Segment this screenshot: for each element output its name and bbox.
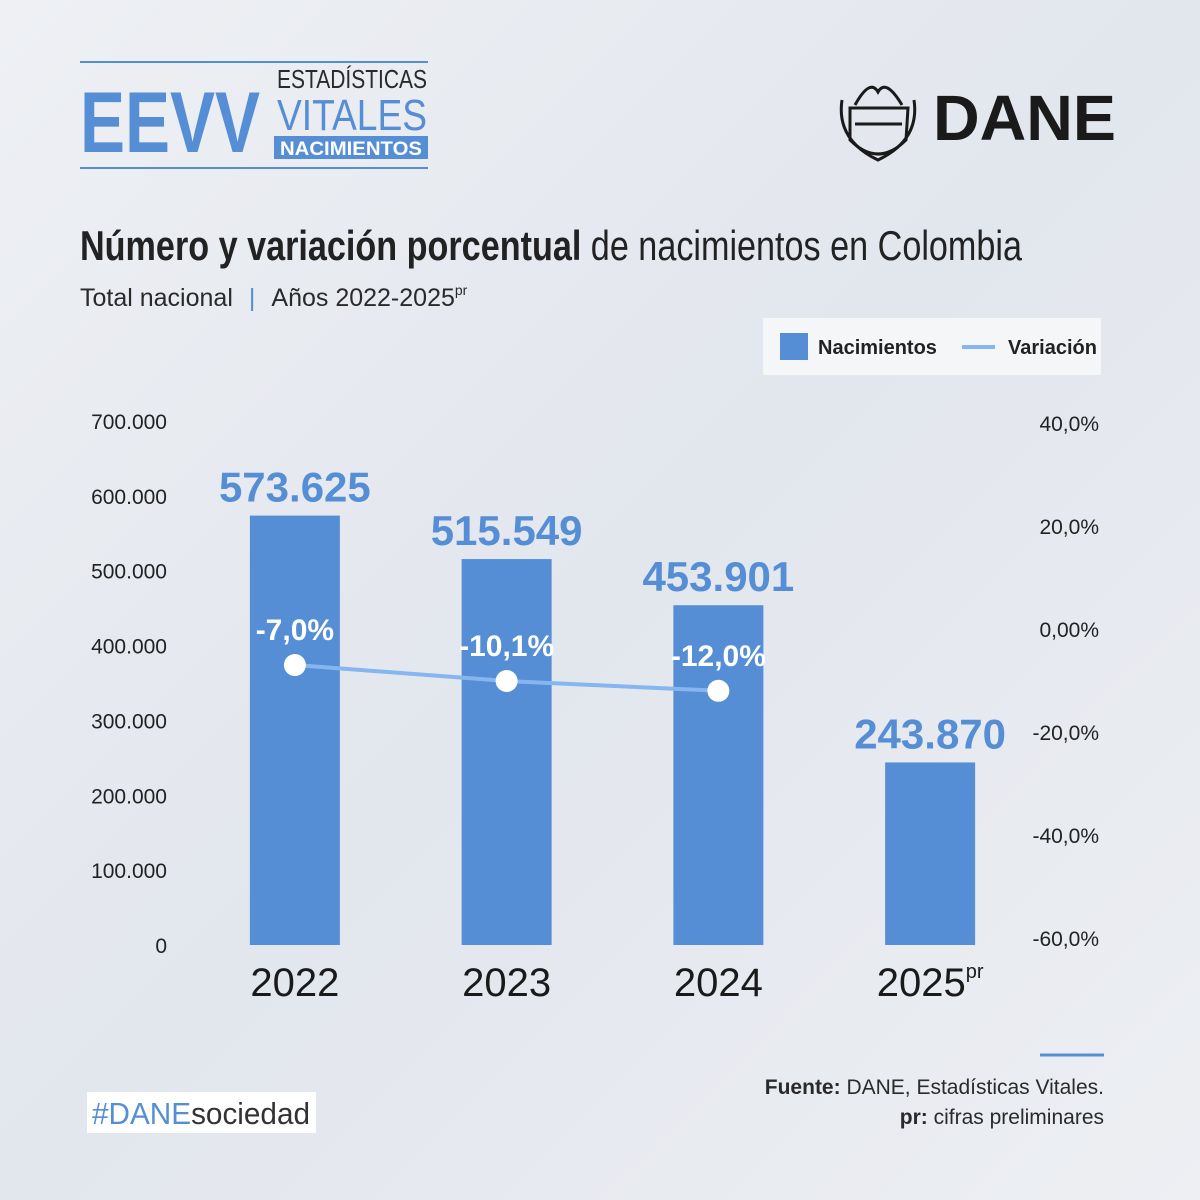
y-tick-label: 200.000 [91, 785, 167, 808]
bar [249, 515, 340, 945]
y-tick-label: 100.000 [91, 860, 167, 883]
y2-tick-label: -60,0% [1032, 928, 1099, 951]
bar [885, 762, 976, 945]
variation-label: -7,0% [256, 614, 334, 647]
note-text: cifras preliminares [928, 1106, 1104, 1129]
bar-value-label: 573.625 [219, 464, 371, 511]
logo-line: ESTADÍSTICAS [277, 64, 427, 94]
source-label: Fuente: [765, 1076, 841, 1099]
variation-label: -12,0% [671, 640, 766, 673]
plot: 0 100.000 200.000 300.000 400.000 500.000 600.… [91, 411, 1099, 1005]
y-tick-label: 700.000 [91, 411, 167, 434]
y-tick-label: 0 [155, 935, 167, 958]
x-tick-label: 2024 [674, 961, 763, 1005]
x-tick-text: 2023 [462, 961, 551, 1005]
hashtag-rest: sociedad [191, 1096, 310, 1131]
y2-tick-label: 20,0% [1039, 516, 1099, 539]
subtitle-left: Total nacional [80, 284, 233, 312]
legend-label: Variación [1008, 337, 1097, 359]
x-tick-text: 2025 [877, 961, 966, 1005]
logo-line: VITALES [277, 91, 427, 140]
x-tick-label: 2023 [462, 961, 551, 1005]
y2-tick-label: -20,0% [1032, 722, 1099, 745]
y-tick-label: 400.000 [91, 636, 167, 659]
source-text: DANE, Estadísticas Vitales. [841, 1076, 1104, 1099]
y-tick-label: 600.000 [91, 486, 167, 509]
subtitle-separator: | [249, 284, 256, 312]
bar [673, 605, 764, 945]
title-rest: de nacimientos en Colombia [581, 222, 1022, 269]
x-tick-sup: pr [966, 961, 984, 983]
hashtag-bold: #DANE [92, 1096, 191, 1131]
chart-title: Número y variación porcentual de nacimie… [80, 222, 1023, 269]
crest [839, 85, 917, 162]
variation-label: -10,1% [459, 630, 554, 663]
note-label: pr: [900, 1106, 928, 1129]
y2-tick-label: 0,00% [1039, 619, 1099, 642]
variation-point [283, 654, 306, 677]
legend-label: Nacimientos [818, 337, 937, 359]
subtitle-sup: pr [455, 282, 468, 298]
hashtag: #DANEsociedad [92, 1096, 310, 1131]
subtitle-right: Años 2022-2025 [271, 284, 454, 312]
variation-point [495, 670, 518, 693]
brand: DANE [933, 82, 1116, 154]
bar [461, 559, 552, 945]
y2-tick-label: -40,0% [1032, 825, 1099, 848]
bar-value-label: 515.549 [431, 507, 583, 554]
note: pr: cifras preliminares [900, 1106, 1104, 1129]
title-bold: Número y variación porcentual [80, 222, 581, 269]
logo-tag-bg [274, 136, 428, 159]
x-tick-text: 2024 [674, 961, 763, 1005]
logo-short: EEVV [80, 75, 260, 171]
y2-tick-label: 40,0% [1039, 413, 1099, 436]
logo-tag: NACIMIENTOS [280, 139, 422, 160]
y-tick-label: 300.000 [91, 710, 167, 733]
legend-box [763, 318, 1101, 375]
bar-value-label: 453.901 [642, 553, 794, 600]
x-tick-label: 2025pr [877, 961, 984, 1005]
hashtag-box [87, 1092, 316, 1133]
legend-swatch [780, 333, 808, 360]
x-tick-label: 2022 [250, 961, 339, 1005]
x-tick-text: 2022 [250, 961, 339, 1005]
source: Fuente: DANE, Estadísticas Vitales. [765, 1076, 1104, 1099]
variation-point [707, 679, 730, 702]
subtitle: Total nacional | Años 2022-2025pr [80, 282, 468, 312]
bar-value-label: 243.870 [854, 710, 1006, 757]
y-tick-label: 500.000 [91, 561, 167, 584]
